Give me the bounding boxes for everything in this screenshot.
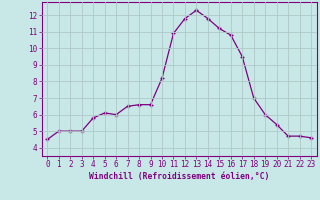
- X-axis label: Windchill (Refroidissement éolien,°C): Windchill (Refroidissement éolien,°C): [89, 172, 269, 181]
